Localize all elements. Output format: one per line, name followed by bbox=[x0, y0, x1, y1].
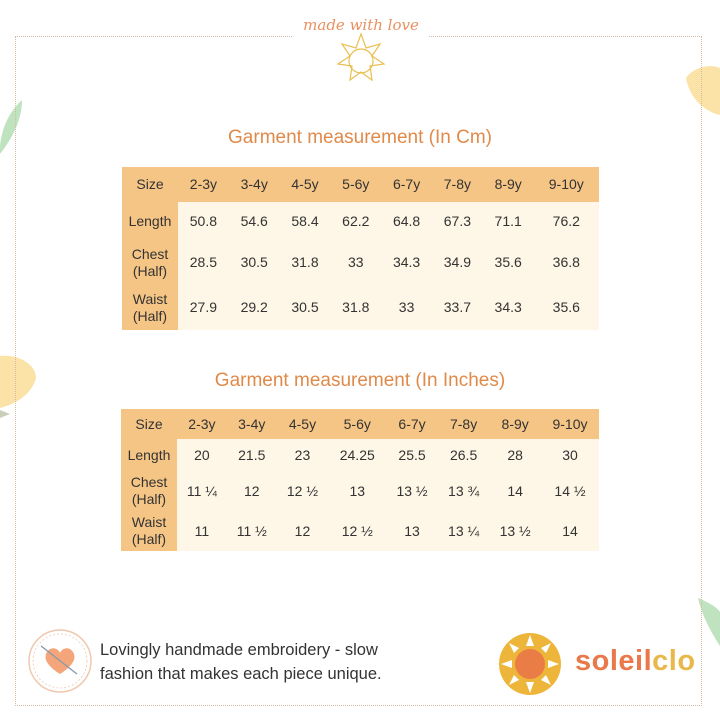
size-header: Size bbox=[121, 409, 177, 439]
table-row: Chest (Half) 11 ¼ 12 12 ½ 13 13 ½ 13 ¾ 14… bbox=[121, 471, 599, 511]
size-col: 7-8y bbox=[437, 409, 490, 439]
size-col: 6-7y bbox=[386, 409, 438, 439]
size-col: 9-10y bbox=[533, 167, 599, 202]
row-label: Waist (Half) bbox=[122, 285, 178, 330]
cell: 13 ¾ bbox=[437, 471, 490, 511]
cm-measurement-table: Size 2-3y 3-4y 4-5y 5-6y 6-7y 7-8y 8-9y … bbox=[122, 167, 599, 330]
brand-logo-text: soleilclo bbox=[575, 645, 696, 678]
cell: 27.9 bbox=[178, 285, 229, 330]
cell: 31.8 bbox=[330, 285, 382, 330]
cell: 13 bbox=[328, 471, 387, 511]
cell: 30.5 bbox=[279, 285, 331, 330]
cell: 62.2 bbox=[330, 202, 382, 240]
table-header-row: Size 2-3y 3-4y 4-5y 5-6y 6-7y 7-8y 8-9y … bbox=[122, 167, 599, 202]
sun-icon bbox=[499, 633, 561, 695]
yarn-heart-icon bbox=[28, 629, 92, 693]
cell: 20 bbox=[177, 439, 227, 471]
yellow-leaf-icon bbox=[0, 355, 36, 418]
cell: 12 ½ bbox=[276, 471, 329, 511]
cell: 50.8 bbox=[178, 202, 229, 240]
cell: 24.25 bbox=[328, 439, 387, 471]
logo-text-part: soleil bbox=[575, 645, 653, 677]
cell: 34.3 bbox=[482, 285, 534, 330]
logo-text-part: clo bbox=[652, 645, 696, 677]
cm-table-title: Garment measurement (In Cm) bbox=[228, 127, 492, 148]
size-col: 9-10y bbox=[540, 409, 599, 439]
table-row: Chest (Half) 28.5 30.5 31.8 33 34.3 34.9 … bbox=[122, 240, 599, 285]
cell: 28.5 bbox=[178, 240, 229, 285]
cell: 30 bbox=[540, 439, 599, 471]
cell: 14 bbox=[489, 471, 541, 511]
cell: 35.6 bbox=[482, 240, 534, 285]
cell: 13 ¼ bbox=[437, 511, 490, 551]
size-col: 8-9y bbox=[489, 409, 541, 439]
table-row: Waist (Half) 11 11 ½ 12 12 ½ 13 13 ¼ 13 ½… bbox=[121, 511, 599, 551]
cell: 14 ½ bbox=[540, 471, 599, 511]
cell: 13 ½ bbox=[489, 511, 541, 551]
size-col: 3-4y bbox=[226, 409, 277, 439]
cell: 30.5 bbox=[228, 240, 280, 285]
cell: 21.5 bbox=[226, 439, 277, 471]
cell: 58.4 bbox=[279, 202, 331, 240]
cell: 34.9 bbox=[431, 240, 483, 285]
size-col: 8-9y bbox=[482, 167, 534, 202]
svg-text:made with love: made with love bbox=[303, 16, 419, 34]
row-label: Chest (Half) bbox=[122, 240, 178, 285]
sun-outline-icon bbox=[336, 32, 386, 82]
table-row: Length 20 21.5 23 24.25 25.5 26.5 28 30 bbox=[121, 439, 599, 471]
cell: 13 ½ bbox=[386, 471, 438, 511]
cell: 54.6 bbox=[228, 202, 280, 240]
cell: 76.2 bbox=[533, 202, 599, 240]
size-col: 3-4y bbox=[228, 167, 280, 202]
cell: 13 bbox=[386, 511, 438, 551]
green-leaf-icon bbox=[698, 598, 720, 646]
cell: 11 ¼ bbox=[177, 471, 227, 511]
row-label: Waist (Half) bbox=[121, 511, 177, 551]
row-label: Chest (Half) bbox=[121, 471, 177, 511]
footer-tagline: Lovingly handmade embroidery - slow fash… bbox=[100, 638, 382, 686]
cell: 64.8 bbox=[381, 202, 432, 240]
size-col: 4-5y bbox=[276, 409, 329, 439]
inch-measurement-table: Size 2-3y 3-4y 4-5y 5-6y 6-7y 7-8y 8-9y … bbox=[121, 409, 599, 551]
cell: 11 bbox=[177, 511, 227, 551]
size-col: 7-8y bbox=[431, 167, 483, 202]
tagline-line: fashion that makes each piece unique. bbox=[100, 665, 382, 683]
size-header: Size bbox=[122, 167, 178, 202]
cell: 67.3 bbox=[431, 202, 483, 240]
cell: 71.1 bbox=[482, 202, 534, 240]
cell: 25.5 bbox=[386, 439, 438, 471]
cell: 31.8 bbox=[279, 240, 331, 285]
size-col: 2-3y bbox=[178, 167, 229, 202]
yellow-leaf-icon bbox=[686, 66, 720, 115]
made-with-love-badge: made with love bbox=[303, 16, 419, 82]
cell: 26.5 bbox=[437, 439, 490, 471]
cell: 33 bbox=[381, 285, 432, 330]
cell: 28 bbox=[489, 439, 541, 471]
cell: 12 bbox=[276, 511, 329, 551]
cell: 34.3 bbox=[381, 240, 432, 285]
size-col: 2-3y bbox=[177, 409, 227, 439]
row-label: Length bbox=[122, 202, 178, 240]
cell: 12 ½ bbox=[328, 511, 387, 551]
size-col: 5-6y bbox=[328, 409, 387, 439]
size-col: 6-7y bbox=[381, 167, 432, 202]
green-leaf-icon bbox=[0, 100, 22, 154]
cell: 11 ½ bbox=[226, 511, 277, 551]
tagline-line: Lovingly handmade embroidery - slow bbox=[100, 641, 378, 659]
cell: 33 bbox=[330, 240, 382, 285]
row-label: Length bbox=[121, 439, 177, 471]
cell: 35.6 bbox=[533, 285, 599, 330]
size-col: 4-5y bbox=[279, 167, 331, 202]
cell: 36.8 bbox=[533, 240, 599, 285]
inch-table-title: Garment measurement (In Inches) bbox=[214, 370, 506, 391]
table-row: Length 50.8 54.6 58.4 62.2 64.8 67.3 71.… bbox=[122, 202, 599, 240]
cell: 14 bbox=[540, 511, 599, 551]
cell: 29.2 bbox=[228, 285, 280, 330]
table-row: Waist (Half) 27.9 29.2 30.5 31.8 33 33.7 … bbox=[122, 285, 599, 330]
cell: 23 bbox=[276, 439, 329, 471]
size-col: 5-6y bbox=[330, 167, 382, 202]
cell: 33.7 bbox=[431, 285, 483, 330]
cell: 12 bbox=[226, 471, 277, 511]
table-header-row: Size 2-3y 3-4y 4-5y 5-6y 6-7y 7-8y 8-9y … bbox=[121, 409, 599, 439]
